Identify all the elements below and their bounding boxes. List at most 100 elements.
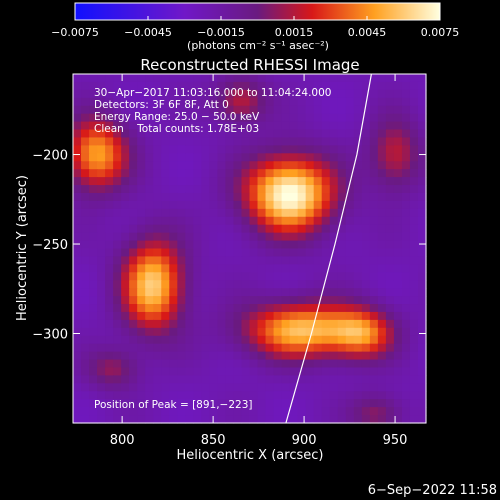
y-tick-label: −300 [32, 328, 68, 343]
heatmap-cell [273, 192, 283, 202]
heatmap-cell [89, 367, 98, 377]
heatmap-cell [289, 272, 299, 281]
heatmap-cell [225, 327, 235, 337]
heatmap-cell [329, 343, 339, 353]
heatmap-cell [393, 391, 403, 400]
heatmap-cell [97, 319, 106, 329]
heatmap-cell [369, 399, 379, 408]
heatmap-cell [401, 272, 411, 281]
heatmap-cell [129, 391, 138, 400]
heatmap-cell [153, 351, 162, 361]
heatmap-cell [377, 216, 387, 226]
heatmap-cell [353, 177, 363, 186]
heatmap-cell [289, 74, 299, 83]
heatmap-cell [105, 264, 114, 273]
heatmap-cell [177, 280, 186, 289]
heatmap-cell [313, 121, 323, 131]
heatmap-cell [161, 280, 170, 289]
heatmap-cell [281, 97, 291, 107]
heatmap-cell [329, 327, 339, 337]
heatmap-cell [233, 208, 243, 218]
heatmap-cell [121, 177, 130, 186]
heatmap-cell [289, 192, 299, 202]
heatmap-cell [369, 224, 379, 234]
colorbar-gradient [75, 3, 440, 20]
heatmap-cell [241, 240, 251, 250]
heatmap-cell [137, 137, 146, 146]
heatmap-cell [393, 399, 403, 408]
heatmap-cell [185, 327, 194, 337]
heatmap-cell [401, 280, 411, 289]
heatmap-cell [137, 319, 146, 329]
heatmap-cell [385, 280, 395, 289]
heatmap-cell [329, 97, 339, 107]
heatmap-cell [241, 399, 251, 408]
heatmap-cell [297, 375, 307, 384]
heatmap-cell [89, 383, 98, 392]
heatmap-cell [113, 208, 122, 218]
heatmap-cell [81, 169, 90, 178]
heatmap-cell [201, 240, 210, 250]
heatmap-cell [241, 89, 251, 99]
heatmap-cell [81, 161, 90, 170]
heatmap-cell [401, 177, 411, 186]
heatmap-cell [137, 304, 146, 313]
heatmap-cell [217, 359, 227, 369]
heatmap-cell [313, 169, 323, 178]
heatmap-cell [129, 153, 138, 162]
heatmap-cell [153, 343, 162, 353]
heatmap-cell [113, 407, 122, 416]
heatmap-cell [145, 89, 154, 99]
heatmap-cell [153, 137, 162, 146]
heatmap-cell [113, 89, 122, 99]
heatmap-cell [321, 129, 331, 139]
heatmap-cell [225, 383, 235, 392]
heatmap-cell [393, 327, 403, 337]
heatmap-cell [409, 311, 419, 321]
heatmap-cell [305, 161, 315, 170]
heatmap-cell [353, 200, 363, 210]
heatmap-cell [209, 185, 219, 194]
x-tick-label: 800 [110, 433, 135, 448]
heatmap-cell [401, 121, 411, 131]
heatmap-cell [169, 169, 178, 178]
heatmap-cell [337, 153, 347, 162]
heatmap-cell [313, 200, 323, 210]
heatmap-cell [329, 169, 339, 178]
heatmap-cell [145, 185, 154, 194]
heatmap-cell [337, 145, 347, 154]
heatmap-cell [417, 248, 427, 258]
heatmap-cell [89, 399, 98, 408]
heatmap-cell [153, 240, 162, 250]
heatmap-cell [129, 74, 138, 83]
heatmap-cell [289, 216, 299, 226]
heatmap-cell [297, 343, 307, 353]
heatmap-cell [257, 81, 267, 91]
heatmap-cell [217, 248, 227, 258]
heatmap-cell [73, 192, 82, 202]
heatmap-cell [97, 113, 106, 123]
heatmap-cell [209, 256, 219, 265]
heatmap-cell [153, 121, 162, 131]
heatmap-cell [113, 359, 122, 369]
heatmap-cell [321, 288, 331, 297]
heatmap-cell [417, 383, 427, 392]
heatmap-cell [329, 391, 339, 400]
heatmap-cell [217, 288, 227, 297]
heatmap-cell [329, 296, 339, 305]
heatmap-cell [81, 280, 90, 289]
heatmap-cell [145, 169, 154, 178]
heatmap-cell [97, 200, 106, 210]
heatmap-cell [305, 383, 315, 392]
heatmap-cell [369, 304, 379, 313]
heatmap-cell [217, 240, 227, 250]
heatmap-cell [161, 367, 170, 377]
heatmap-cell [361, 311, 371, 321]
heatmap-cell [105, 311, 114, 321]
heatmap-cell [193, 391, 202, 400]
heatmap-cell [121, 232, 130, 242]
heatmap-cell [89, 74, 98, 83]
heatmap-cell [273, 311, 283, 321]
heatmap-cell [225, 415, 235, 424]
heatmap-cell [409, 335, 419, 345]
